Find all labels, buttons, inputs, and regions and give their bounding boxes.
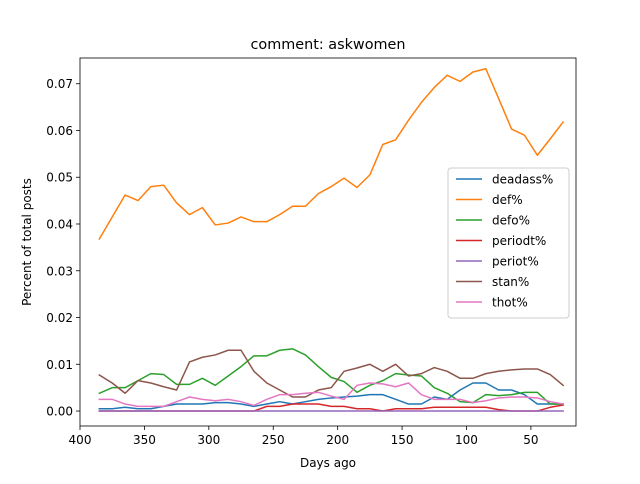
plot-area bbox=[98, 68, 565, 412]
x-axis-label: Days ago bbox=[300, 456, 356, 470]
axes-frame bbox=[79, 57, 577, 427]
chart-title: comment: askwomen bbox=[250, 37, 405, 53]
y-tick-label: 0.00 bbox=[46, 405, 73, 419]
y-tick-label: 0.01 bbox=[46, 358, 73, 372]
y-tick-label: 0.06 bbox=[46, 124, 73, 138]
x-tick-label: 50 bbox=[523, 433, 538, 447]
series-line-stan bbox=[98, 349, 565, 398]
legend: deadass% def% defo% periodt% periot% stan% tho… bbox=[447, 167, 570, 319]
legend-box bbox=[447, 167, 570, 319]
x-tick-label: 300 bbox=[197, 433, 220, 447]
y-tick-label: 0.05 bbox=[46, 171, 73, 185]
legend-label: periodt% bbox=[492, 234, 546, 248]
x-tick-label: 100 bbox=[455, 433, 478, 447]
series-line-defo bbox=[98, 348, 564, 405]
y-tick-label: 0.02 bbox=[46, 311, 73, 325]
legend-label: defo% bbox=[492, 214, 530, 228]
y-axis: 0.00 0.01 0.02 0.03 0.04 0.05 0.06 0.07 bbox=[46, 77, 80, 419]
legend-label: thot% bbox=[492, 296, 528, 310]
y-tick-label: 0.03 bbox=[46, 264, 73, 278]
series-line-deadass bbox=[98, 382, 564, 410]
x-tick-label: 350 bbox=[133, 433, 156, 447]
x-tick-label: 400 bbox=[69, 433, 92, 447]
legend-label: periot% bbox=[492, 255, 539, 269]
y-tick-label: 0.04 bbox=[46, 217, 73, 231]
series-line-def bbox=[98, 68, 565, 240]
x-tick-label: 150 bbox=[391, 433, 414, 447]
x-axis: 400 350 300 250 200 150 100 50 bbox=[69, 426, 539, 447]
x-tick-label: 250 bbox=[262, 433, 285, 447]
legend-label: deadass% bbox=[492, 173, 553, 187]
legend-label: def% bbox=[492, 193, 523, 207]
series-line-thot bbox=[98, 382, 564, 408]
x-tick-label: 200 bbox=[326, 433, 349, 447]
y-axis-label: Percent of total posts bbox=[20, 178, 34, 306]
y-tick-label: 0.07 bbox=[46, 77, 73, 91]
legend-label: stan% bbox=[492, 275, 529, 289]
